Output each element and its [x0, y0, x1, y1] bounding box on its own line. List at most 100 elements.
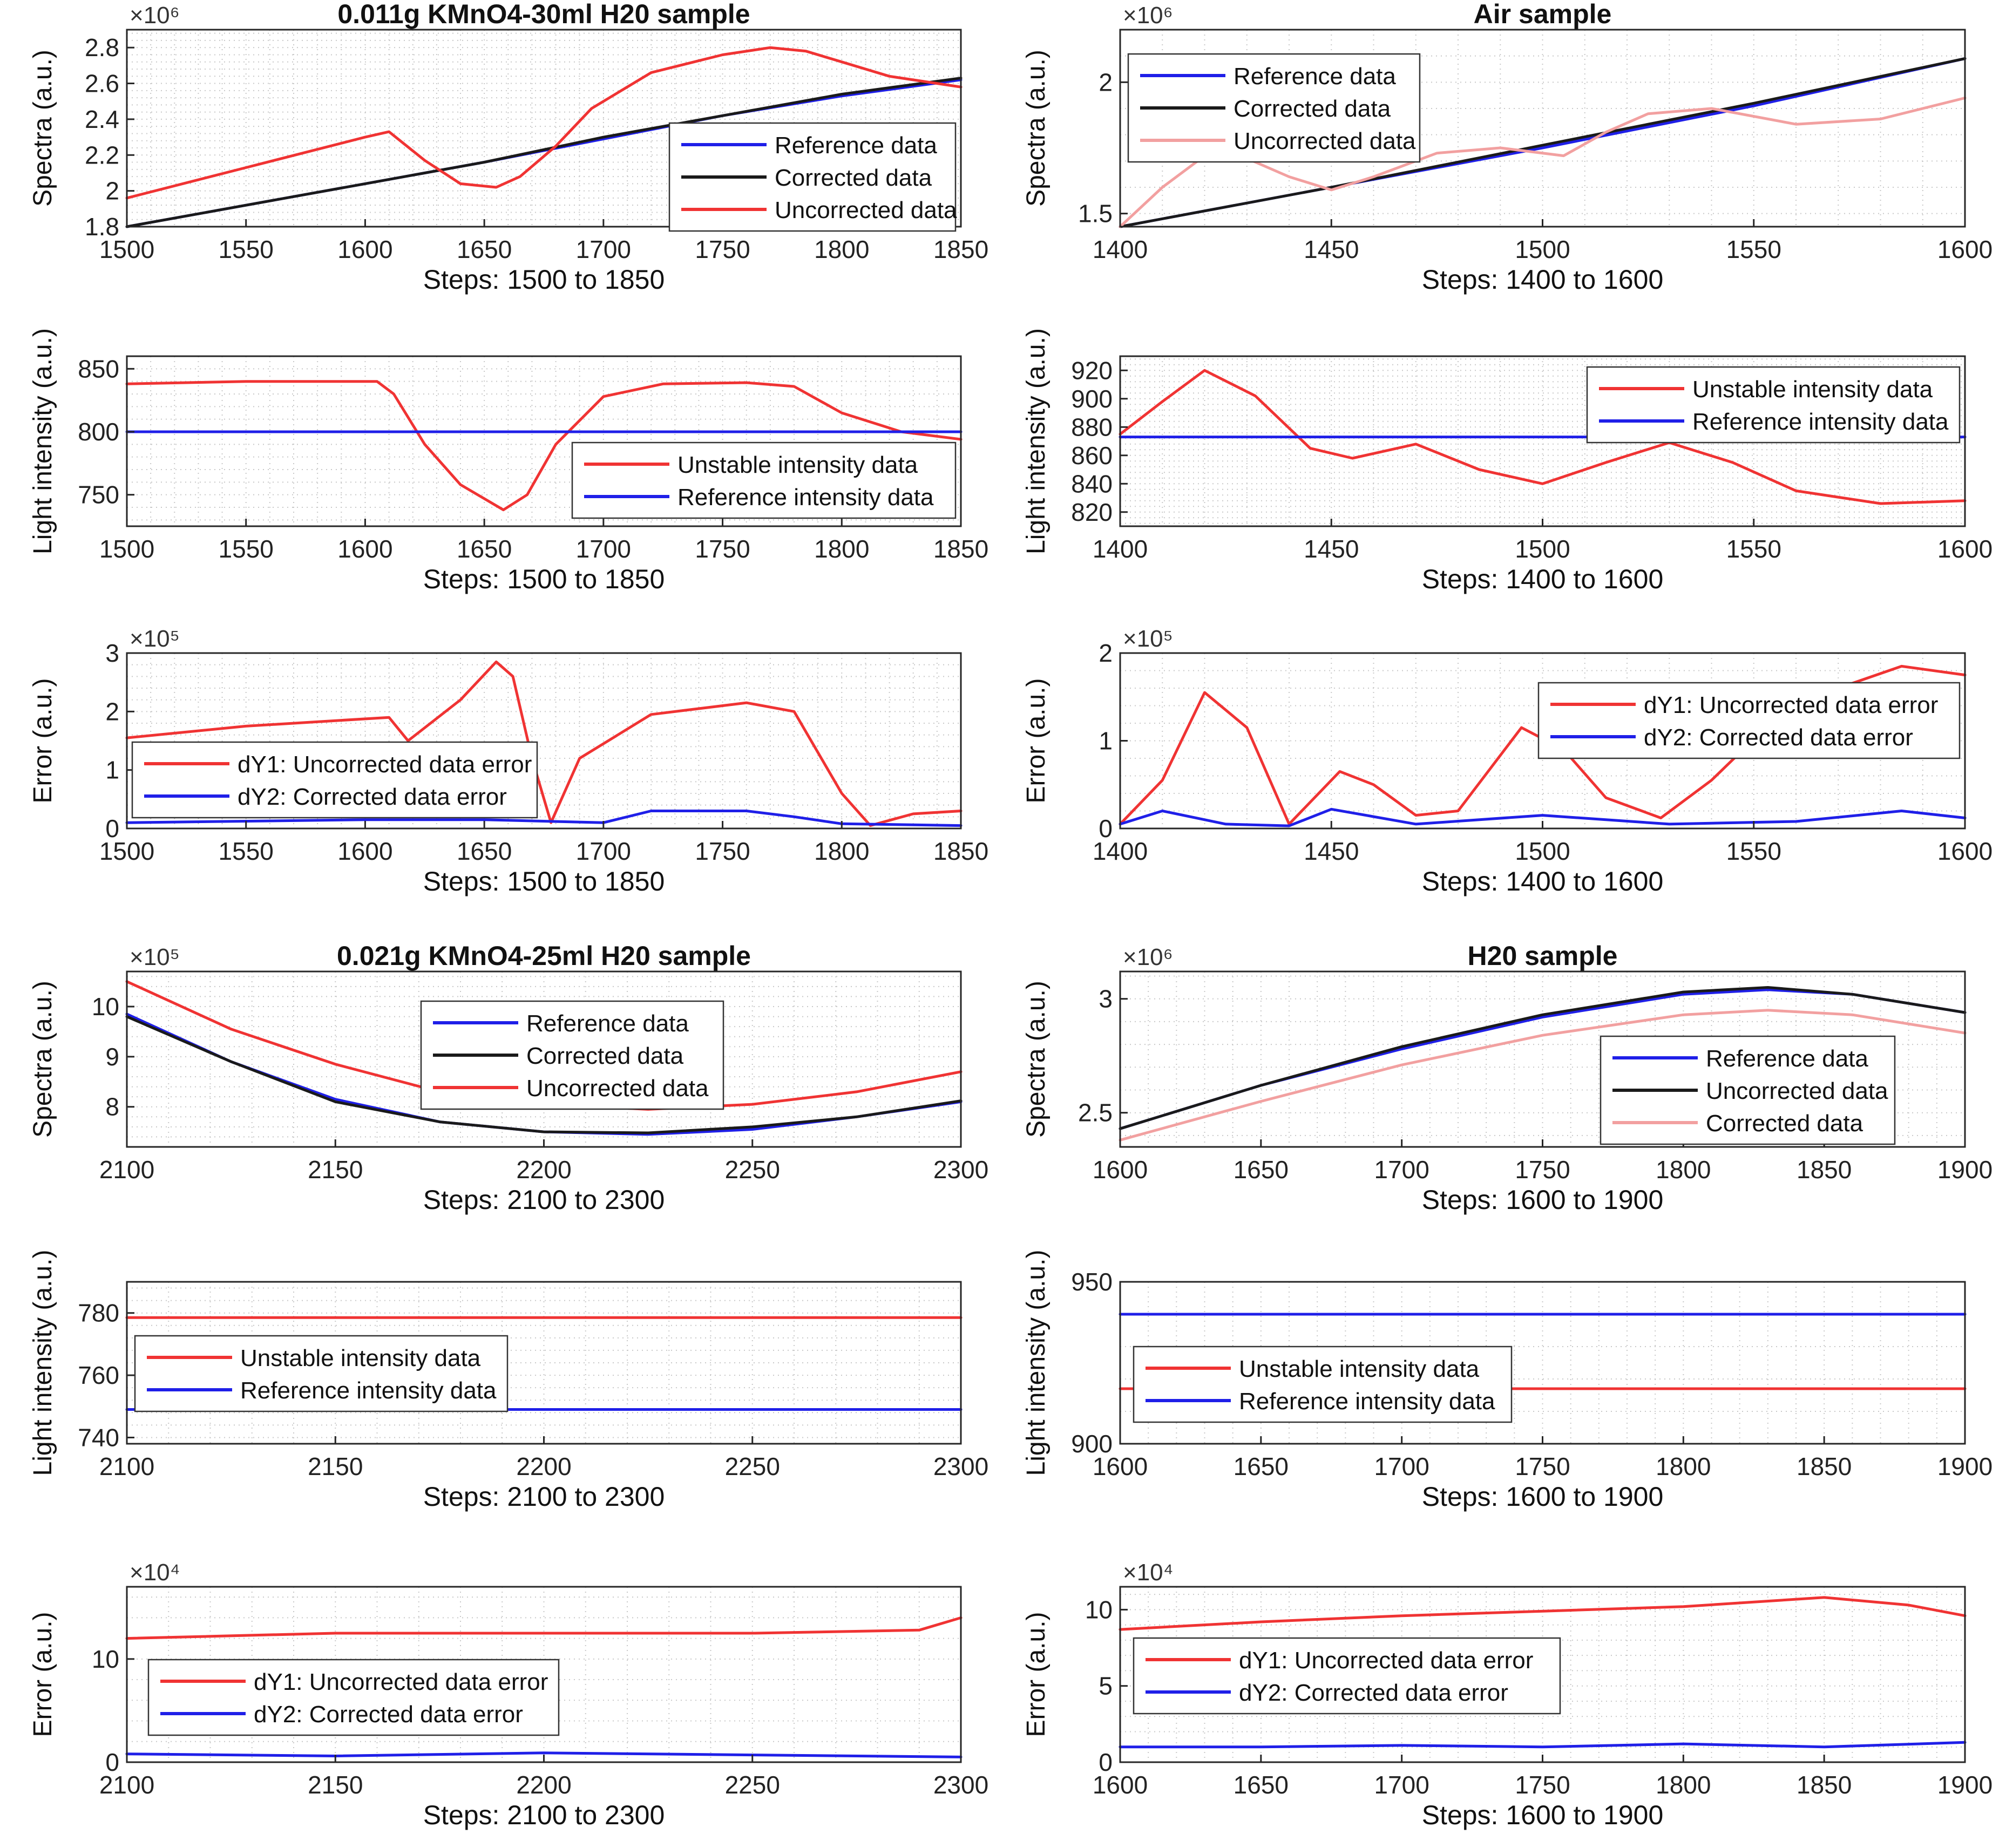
x-tick-label: 1600	[1937, 535, 1993, 563]
x-axis-label: Steps: 1600 to 1900	[1422, 1482, 1664, 1512]
legend-label: dY2: Corrected data error	[238, 784, 507, 810]
x-tick-label: 1800	[1656, 1452, 1711, 1480]
y-tick-label: 750	[78, 481, 119, 509]
x-tick-label: 1700	[1374, 1156, 1429, 1184]
legend: dY1: Uncorrected data error dY2: Correcte…	[1133, 1637, 1561, 1715]
legend: dY1: Uncorrected data error dY2: Correcte…	[147, 1659, 560, 1736]
x-axis-label: Steps: 2100 to 2300	[423, 1185, 665, 1215]
series-line-2	[1119, 986, 1967, 1130]
x-tick-label: 1750	[1515, 1771, 1570, 1799]
x-tick-label: 1600	[1093, 1771, 1148, 1799]
x-tick-label: 1600	[1937, 837, 1993, 865]
x-tick-label: 2100	[99, 1452, 154, 1480]
x-tick-label: 1700	[576, 535, 631, 563]
x-tick-label: 1450	[1304, 837, 1359, 865]
legend-label: dY1: Uncorrected data error	[238, 751, 532, 778]
x-tick-label: 1500	[99, 535, 154, 563]
series-line-2	[125, 77, 963, 228]
x-tick-label: 1500	[1515, 535, 1570, 563]
y-tick-label: 2.6	[85, 70, 119, 98]
y-tick-label: 1	[1099, 727, 1113, 755]
series-line-1	[1119, 369, 1967, 505]
series-line-2	[125, 810, 963, 827]
y-tick-label: 740	[78, 1423, 119, 1451]
axis-exponent: ×10⁵	[1123, 626, 1173, 652]
x-tick-label: 1800	[814, 837, 869, 865]
x-tick-label: 1550	[219, 837, 274, 865]
x-tick-label: 1750	[695, 235, 750, 263]
legend: Unstable intensity data Reference intensi…	[1586, 366, 1961, 444]
grid-lines	[1120, 1587, 1966, 1763]
legend-box	[571, 441, 957, 519]
x-tick-label: 2100	[99, 1771, 154, 1799]
y-tick-label: 840	[1071, 470, 1113, 498]
chart-panel-air-error: 1400 1450 1500 1550 1600 0 1 2 ×10⁵ Steps: 1400 t…	[1022, 626, 1993, 896]
y-tick-label: 760	[78, 1361, 119, 1389]
y-axis-label: Error (a.u.)	[29, 1612, 57, 1737]
x-tick-label: 1600	[337, 837, 392, 865]
y-axis-label: Light intensity (a.u.)	[1022, 328, 1051, 554]
chart-title: Air sample	[1474, 0, 1612, 29]
legend-label: Reference data	[526, 1010, 689, 1037]
y-axis-label: Spectra (a.u.)	[29, 50, 57, 207]
legend: Reference data Corrected data Uncorrected …	[668, 122, 957, 232]
x-tick-label: 1400	[1093, 535, 1148, 563]
x-tick-label: 1850	[1797, 1156, 1852, 1184]
y-tick-label: 1.5	[1078, 200, 1113, 228]
x-axis-label: Steps: 1500 to 1850	[423, 564, 665, 594]
legend-label: Reference intensity data	[1239, 1388, 1495, 1415]
x-tick-label: 1700	[576, 837, 631, 865]
x-tick-label: 1550	[1726, 535, 1781, 563]
series-line-2	[125, 1015, 963, 1134]
legend-label: dY1: Uncorrected data error	[1239, 1647, 1533, 1674]
y-axis-label: Light intensity (a.u.)	[1022, 1250, 1051, 1476]
legend-label: Reference intensity data	[677, 484, 934, 511]
legend: Reference data Corrected data Uncorrected …	[420, 1000, 724, 1110]
chart-title: 0.011g KMnO4-30ml H20 sample	[337, 0, 750, 29]
y-tick-label: 2.8	[85, 33, 119, 62]
x-axis-label: Steps: 1600 to 1900	[1422, 1800, 1664, 1830]
x-tick-label: 1900	[1937, 1771, 1993, 1799]
y-axis-label: Spectra (a.u.)	[1022, 50, 1051, 207]
x-tick-label: 1450	[1304, 235, 1359, 263]
y-tick-label: 850	[78, 355, 119, 383]
x-axis-label: Steps: 1400 to 1600	[1422, 264, 1664, 295]
x-tick-label: 1700	[1374, 1771, 1429, 1799]
x-tick-label: 1900	[1937, 1452, 1993, 1480]
y-tick-label: 1	[105, 756, 119, 784]
x-axis-label: Steps: 2100 to 2300	[423, 1482, 665, 1512]
y-tick-label: 2.2	[85, 141, 119, 169]
x-tick-label: 1800	[814, 535, 869, 563]
legend-label: Unstable intensity data	[1692, 376, 1933, 403]
x-tick-label: 1400	[1093, 837, 1148, 865]
axes-frame	[126, 29, 962, 228]
series-line-3	[125, 46, 963, 200]
chart-panel-air-spectra: 1400 1450 1500 1550 1600 1.5 2 ×10⁶ Air sample St…	[1022, 0, 1993, 295]
x-tick-label: 1850	[933, 837, 988, 865]
y-tick-label: 9	[105, 1043, 119, 1071]
legend: Reference data Corrected data Uncorrected …	[1127, 53, 1421, 163]
x-tick-label: 1750	[1515, 1452, 1570, 1480]
series-line-2	[1119, 57, 1967, 228]
x-tick-label: 2250	[725, 1452, 780, 1480]
x-tick-label: 2200	[516, 1156, 571, 1184]
x-tick-label: 1600	[1937, 235, 1993, 263]
y-tick-label: 2	[105, 177, 119, 205]
x-tick-label: 1550	[1726, 837, 1781, 865]
y-tick-label: 2	[1099, 639, 1113, 667]
x-tick-label: 1500	[99, 837, 154, 865]
x-tick-label: 1650	[457, 535, 512, 563]
x-tick-label: 2150	[308, 1771, 363, 1799]
x-tick-label: 1400	[1093, 235, 1148, 263]
x-tick-label: 1600	[1093, 1156, 1148, 1184]
legend-box	[1586, 366, 1961, 444]
chart-panel-kmno4-021-intensity: 2100 2150 2200 2250 2300 740 760 780 Steps: 2100…	[29, 1250, 988, 1512]
y-tick-label: 1.8	[85, 213, 119, 241]
axis-exponent: ×10⁴	[1123, 1559, 1174, 1586]
axis-exponent: ×10⁶	[1123, 944, 1173, 970]
legend: Unstable intensity data Reference intensi…	[134, 1335, 509, 1412]
axis-exponent: ×10⁵	[130, 944, 180, 970]
y-tick-label: 2	[105, 697, 119, 725]
legend-box	[1133, 1637, 1561, 1715]
